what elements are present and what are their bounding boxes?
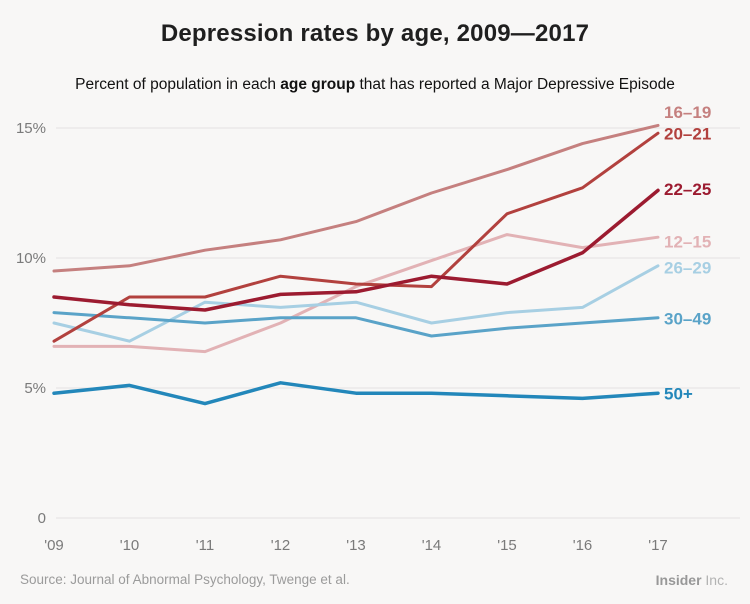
y-axis-tick-label: 5% bbox=[24, 380, 46, 397]
series-label-22-25: 22–25 bbox=[664, 180, 711, 199]
x-axis-tick-label: '10 bbox=[120, 537, 140, 554]
series-line-26-29 bbox=[52, 264, 660, 343]
subtitle-suffix: that has reported a Major Depressive Epi… bbox=[355, 76, 675, 93]
source-credit: Source: Journal of Abnormal Psychology, … bbox=[20, 572, 350, 587]
brand-logo: Insider Inc. bbox=[656, 572, 728, 588]
x-axis-tick-label: '17 bbox=[648, 537, 668, 554]
series-line-30-49 bbox=[52, 311, 660, 338]
brand-name: Insider bbox=[655, 572, 702, 588]
x-axis-tick-label: '13 bbox=[346, 537, 366, 554]
series-label-26-29: 26–29 bbox=[664, 258, 711, 277]
chart-subtitle: Percent of population in each age group … bbox=[0, 76, 750, 94]
subtitle-prefix: Percent of population in each bbox=[75, 76, 281, 93]
chart-title: Depression rates by age, 2009—2017 bbox=[160, 20, 590, 47]
series-label-50+: 50+ bbox=[664, 385, 693, 404]
series-label-20-21: 20–21 bbox=[664, 125, 711, 144]
subtitle-bold-term: age group bbox=[280, 76, 356, 93]
series-label-12-15: 12–15 bbox=[664, 233, 711, 252]
series-label-30-49: 30–49 bbox=[664, 309, 711, 328]
x-axis-tick-label: '14 bbox=[422, 537, 442, 554]
series-line-22-25 bbox=[52, 188, 660, 312]
y-axis-tick-label: 15% bbox=[16, 120, 46, 137]
x-axis-tick-label: '11 bbox=[196, 537, 214, 554]
series-line-50+ bbox=[52, 381, 660, 406]
x-axis-tick-label: '12 bbox=[271, 537, 291, 554]
series-line-16-19 bbox=[52, 123, 660, 273]
series-line-12-15 bbox=[52, 233, 660, 354]
x-axis-tick-label: '16 bbox=[573, 537, 593, 554]
y-axis-tick-label: 0 bbox=[38, 510, 46, 527]
brand-suffix: Inc. bbox=[701, 572, 728, 588]
series-label-16-19: 16–19 bbox=[664, 103, 711, 122]
y-axis-tick-label: 10% bbox=[16, 250, 46, 267]
x-axis-tick-label: '15 bbox=[497, 537, 517, 554]
series-line-20-21 bbox=[52, 131, 660, 343]
x-axis-tick-label: '09 bbox=[44, 537, 64, 554]
